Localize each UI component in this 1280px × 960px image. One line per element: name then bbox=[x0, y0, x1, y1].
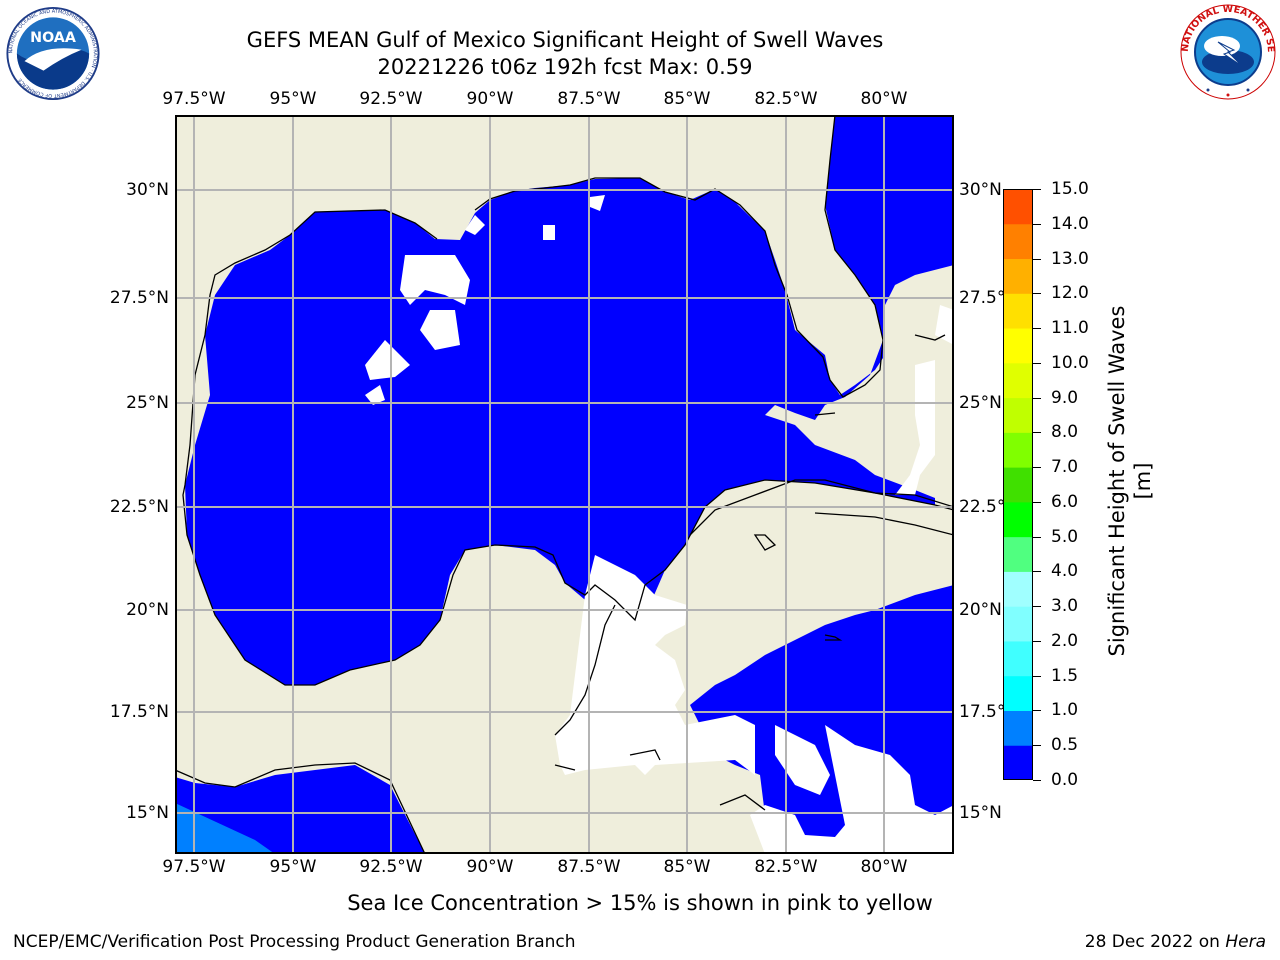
lon-tick-bottom: 90°W bbox=[466, 857, 514, 877]
lon-tick-top: 92.5°W bbox=[359, 89, 423, 109]
colorbar-tick-label: 7.0 bbox=[1051, 457, 1079, 478]
colorbar-segment bbox=[1003, 328, 1033, 364]
colorbar-segment bbox=[1003, 258, 1033, 294]
colorbar-tick-label: 3.0 bbox=[1051, 596, 1079, 617]
colorbar-tick-label: 5.0 bbox=[1051, 526, 1079, 547]
lon-tick-top: 90°W bbox=[466, 89, 514, 109]
noaa-logo-icon: NOAA NATIONAL OCEANIC AND ATMOSPHERIC AD… bbox=[6, 6, 100, 101]
colorbar-frame bbox=[1003, 189, 1033, 780]
lon-tick-bottom: 95°W bbox=[269, 857, 317, 877]
colorbar-tick-mark bbox=[1033, 467, 1041, 469]
lon-tick-bottom: 92.5°W bbox=[359, 857, 423, 877]
nws-logo-icon: NATIONAL WEATHER SERVICE bbox=[1178, 2, 1276, 100]
colorbar-tick-mark bbox=[1033, 501, 1041, 503]
colorbar-segment bbox=[1003, 223, 1033, 260]
colorbar-segment bbox=[1003, 362, 1033, 399]
colorbar-tick-label: 14.0 bbox=[1051, 213, 1089, 234]
colorbar-tick-label: 6.0 bbox=[1051, 491, 1079, 512]
colorbar-tick-mark bbox=[1033, 780, 1041, 781]
lat-tick-left: 17.5°N bbox=[109, 702, 169, 722]
map-frame bbox=[175, 115, 954, 854]
lat-tick-left: 30°N bbox=[126, 180, 169, 200]
graticule bbox=[175, 115, 954, 854]
colorbar-tick-label: 8.0 bbox=[1051, 422, 1079, 443]
chart-title: GEFS MEAN Gulf of Mexico Significant Hei… bbox=[246, 28, 884, 52]
colorbar-segment bbox=[1003, 675, 1033, 711]
colorbar-segment bbox=[1003, 501, 1033, 538]
lon-tick-top: 82.5°W bbox=[754, 89, 818, 109]
lon-tick-bottom: 82.5°W bbox=[754, 857, 818, 877]
colorbar-tick-label: 1.0 bbox=[1051, 700, 1079, 721]
colorbar-segment bbox=[1003, 571, 1033, 607]
colorbar-tick-mark bbox=[1033, 189, 1041, 190]
pacific-water-swell-0.5-1 bbox=[175, 803, 275, 854]
lon-tick-bottom: 80°W bbox=[860, 857, 908, 877]
colorbar-segment bbox=[1003, 640, 1033, 677]
footer-credit: NCEP/EMC/Verification Post Processing Pr… bbox=[13, 932, 576, 952]
colorbar-tick-mark bbox=[1033, 675, 1041, 677]
lat-tick-right: 25°N bbox=[959, 393, 1002, 413]
colorbar bbox=[1003, 189, 1033, 780]
colorbar-tick-label: 12.0 bbox=[1051, 283, 1089, 304]
colorbar-label: Significant Height of Swell Waves [m] bbox=[1105, 305, 1155, 657]
lat-tick-left: 15°N bbox=[126, 803, 169, 823]
lon-tick-top: 87.5°W bbox=[557, 89, 621, 109]
colorbar-segment bbox=[1003, 745, 1033, 780]
colorbar-tick-label: 9.0 bbox=[1051, 387, 1079, 408]
colorbar-tick-mark bbox=[1033, 258, 1041, 260]
colorbar-segment bbox=[1003, 606, 1033, 642]
colorbar-segment bbox=[1003, 293, 1033, 329]
colorbar-tick-mark bbox=[1033, 362, 1041, 364]
colorbar-tick-mark bbox=[1033, 432, 1041, 434]
lat-tick-left: 27.5°N bbox=[109, 288, 169, 308]
colorbar-tick-label: 10.0 bbox=[1051, 352, 1089, 373]
lat-tick-right: 30°N bbox=[959, 180, 1002, 200]
gulf-water bbox=[185, 115, 954, 685]
colorbar-segment bbox=[1003, 189, 1033, 225]
lat-tick-left: 20°N bbox=[126, 600, 169, 620]
colorbar-tick-mark bbox=[1033, 710, 1041, 712]
colorbar-tick-label: 0.0 bbox=[1051, 770, 1079, 790]
colorbar-tick-mark bbox=[1033, 293, 1041, 295]
colorbar-segment bbox=[1003, 397, 1033, 433]
ice-note: Sea Ice Concentration > 15% is shown in … bbox=[347, 891, 933, 915]
lon-tick-bottom: 87.5°W bbox=[557, 857, 621, 877]
footer-date: 28 Dec 2022 on Hera bbox=[1085, 932, 1266, 952]
colorbar-segment bbox=[1003, 432, 1033, 468]
colorbar-segment bbox=[1003, 536, 1033, 572]
colorbar-tick-mark bbox=[1033, 536, 1041, 538]
colorbar-tick-mark bbox=[1033, 606, 1041, 608]
lat-tick-right: 15°N bbox=[959, 803, 1002, 823]
chart-subtitle: 20221226 t06z 192h fcst Max: 0.59 bbox=[377, 55, 753, 79]
colorbar-tick-label: 4.0 bbox=[1051, 561, 1079, 582]
noaa-logo-text: NOAA bbox=[30, 30, 76, 46]
colorbar-tick-label: 13.0 bbox=[1051, 248, 1089, 269]
lat-tick-left: 22.5°N bbox=[109, 497, 169, 517]
colorbar-tick-label: 1.5 bbox=[1051, 665, 1079, 686]
colorbar-segment bbox=[1003, 710, 1033, 746]
lon-tick-top: 97.5°W bbox=[162, 89, 226, 109]
colorbar-segment bbox=[1003, 467, 1033, 503]
lon-tick-top: 80°W bbox=[860, 89, 908, 109]
colorbar-tick-mark bbox=[1033, 745, 1041, 747]
footer-date-text: 28 Dec 2022 on bbox=[1084, 932, 1226, 952]
colorbar-tick-mark bbox=[1033, 328, 1041, 330]
lon-tick-top: 85°W bbox=[663, 89, 711, 109]
colorbar-tick-label: 2.0 bbox=[1051, 630, 1079, 651]
lon-tick-bottom: 97.5°W bbox=[162, 857, 226, 877]
footer-machine: Hera bbox=[1225, 932, 1266, 952]
colorbar-tick-mark bbox=[1033, 571, 1041, 573]
lon-tick-top: 95°W bbox=[269, 89, 317, 109]
colorbar-tick-mark bbox=[1033, 397, 1041, 399]
lat-tick-left: 25°N bbox=[126, 393, 169, 413]
colorbar-tick-label: 15.0 bbox=[1051, 179, 1089, 199]
pacific-water bbox=[175, 765, 425, 854]
colorbar-tick-mark bbox=[1033, 640, 1041, 642]
lon-tick-bottom: 85°W bbox=[663, 857, 711, 877]
lat-tick-right: 20°N bbox=[959, 600, 1002, 620]
colorbar-tick-label: 0.5 bbox=[1051, 735, 1079, 756]
gulf-map bbox=[175, 115, 954, 854]
colorbar-tick-label: 11.0 bbox=[1051, 318, 1089, 339]
colorbar-tick-mark bbox=[1033, 223, 1041, 225]
